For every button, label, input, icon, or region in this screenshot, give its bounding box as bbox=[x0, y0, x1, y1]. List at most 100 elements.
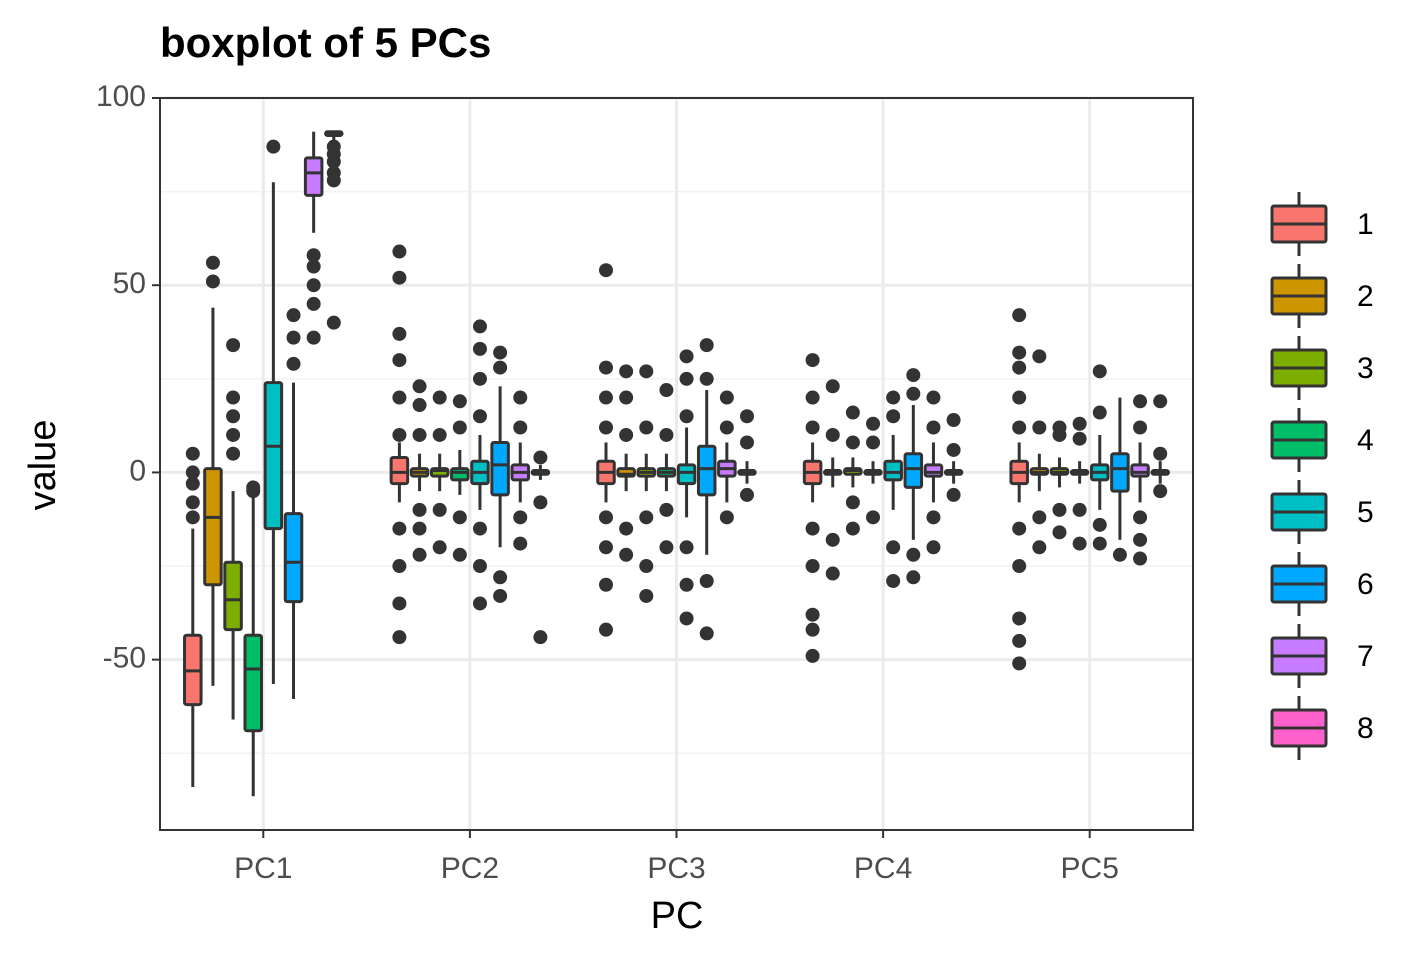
outlier bbox=[513, 390, 528, 405]
outlier bbox=[740, 435, 755, 450]
outlier bbox=[226, 390, 241, 405]
box bbox=[903, 452, 924, 489]
x-tick-label: PC4 bbox=[854, 852, 912, 885]
box bbox=[883, 459, 903, 482]
outlier bbox=[598, 390, 613, 405]
outlier bbox=[598, 510, 613, 525]
outlier bbox=[598, 360, 613, 375]
box bbox=[1130, 463, 1150, 478]
outlier bbox=[866, 416, 881, 431]
chart-title: boxplot of 5 PCs bbox=[160, 19, 491, 66]
outlier bbox=[412, 502, 427, 517]
outlier bbox=[886, 409, 901, 424]
outlier bbox=[392, 630, 407, 645]
outlier bbox=[533, 495, 548, 510]
outlier bbox=[1092, 517, 1107, 532]
outlier bbox=[452, 420, 467, 435]
box bbox=[223, 560, 243, 632]
outlier bbox=[533, 630, 548, 645]
outlier bbox=[906, 570, 921, 585]
x-tick-label: PC2 bbox=[441, 852, 499, 885]
outlier bbox=[392, 326, 407, 341]
outlier bbox=[1032, 510, 1047, 525]
outlier bbox=[392, 270, 407, 285]
outlier bbox=[1112, 547, 1127, 562]
outlier bbox=[659, 502, 674, 517]
outlier bbox=[825, 566, 840, 581]
outlier bbox=[493, 360, 508, 375]
outlier bbox=[805, 607, 820, 622]
outlier bbox=[326, 315, 341, 330]
outlier bbox=[845, 521, 860, 536]
outlier bbox=[1153, 394, 1168, 409]
legend-label: 5 bbox=[1357, 496, 1374, 529]
outlier bbox=[679, 349, 694, 364]
outlier bbox=[805, 521, 820, 536]
outlier bbox=[1012, 521, 1027, 536]
outlier bbox=[286, 330, 301, 345]
x-tick-label: PC3 bbox=[647, 852, 705, 885]
outlier bbox=[392, 244, 407, 259]
outlier bbox=[946, 442, 961, 457]
legend-label: 7 bbox=[1357, 640, 1374, 673]
outlier bbox=[392, 427, 407, 442]
outlier bbox=[598, 540, 613, 555]
outlier bbox=[432, 427, 447, 442]
outlier bbox=[659, 540, 674, 555]
outlier bbox=[719, 390, 734, 405]
outlier bbox=[926, 540, 941, 555]
box bbox=[263, 381, 284, 531]
outlier bbox=[1012, 633, 1027, 648]
outlier bbox=[1153, 484, 1168, 499]
outlier bbox=[906, 386, 921, 401]
outlier bbox=[205, 274, 220, 289]
box bbox=[676, 463, 697, 486]
outlier bbox=[1072, 536, 1087, 551]
outlier bbox=[805, 390, 820, 405]
outlier bbox=[412, 521, 427, 536]
outlier bbox=[1072, 431, 1087, 446]
outlier bbox=[699, 371, 714, 386]
outlier bbox=[926, 420, 941, 435]
box bbox=[243, 633, 263, 733]
outlier bbox=[533, 450, 548, 465]
box bbox=[303, 156, 324, 197]
outlier bbox=[185, 495, 200, 510]
outlier bbox=[452, 547, 467, 562]
outlier bbox=[392, 390, 407, 405]
outlier bbox=[412, 379, 427, 394]
outlier bbox=[326, 139, 341, 154]
outlier bbox=[1092, 364, 1107, 379]
outlier bbox=[513, 536, 528, 551]
outlier bbox=[392, 596, 407, 611]
outlier bbox=[886, 574, 901, 589]
legend-label: 1 bbox=[1357, 208, 1374, 241]
outlier bbox=[1012, 345, 1027, 360]
outlier bbox=[639, 364, 654, 379]
legend-label: 8 bbox=[1357, 712, 1374, 745]
outlier bbox=[306, 248, 321, 263]
outlier bbox=[659, 427, 674, 442]
outlier bbox=[1133, 532, 1148, 547]
outlier bbox=[679, 371, 694, 386]
outlier bbox=[286, 308, 301, 323]
outlier bbox=[825, 427, 840, 442]
outlier bbox=[493, 345, 508, 360]
outlier bbox=[1072, 416, 1087, 431]
outlier bbox=[452, 394, 467, 409]
outlier bbox=[719, 510, 734, 525]
outlier bbox=[246, 480, 261, 495]
outlier bbox=[845, 495, 860, 510]
outlier bbox=[805, 420, 820, 435]
outlier bbox=[639, 559, 654, 574]
box bbox=[450, 467, 470, 482]
outlier bbox=[412, 427, 427, 442]
outlier bbox=[805, 353, 820, 368]
outlier bbox=[513, 420, 528, 435]
outlier bbox=[1133, 394, 1148, 409]
outlier bbox=[619, 427, 634, 442]
y-tick-label: 50 bbox=[113, 267, 146, 300]
outlier bbox=[1133, 551, 1148, 566]
outlier bbox=[513, 510, 528, 525]
outlier bbox=[432, 502, 447, 517]
